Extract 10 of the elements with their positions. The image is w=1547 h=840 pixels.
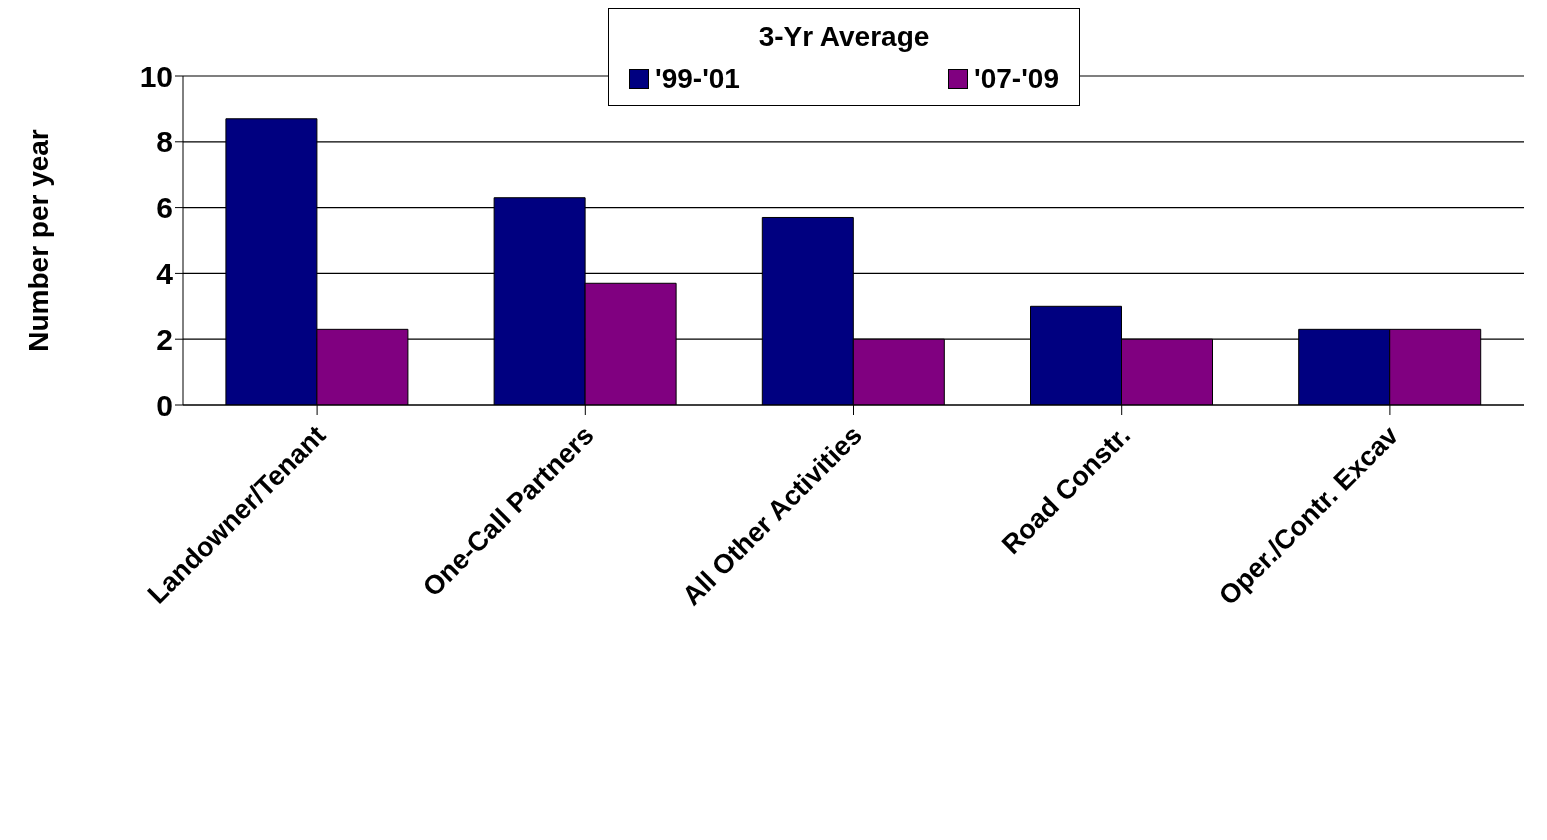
y-tick-label: 4 xyxy=(156,257,174,291)
y-axis-title: Number per year xyxy=(22,129,54,352)
y-tick-label: 8 xyxy=(156,125,173,159)
legend-title: 3-Yr Average xyxy=(757,21,931,53)
y-tick-label: 0 xyxy=(156,388,173,422)
legend-label: '07-'09 xyxy=(973,63,1059,95)
y-tick-label: 10 xyxy=(139,59,173,93)
y-tick-label: 6 xyxy=(156,191,173,225)
legend-label: '99-'01 xyxy=(654,63,740,95)
y-tick-label: 2 xyxy=(156,322,173,356)
